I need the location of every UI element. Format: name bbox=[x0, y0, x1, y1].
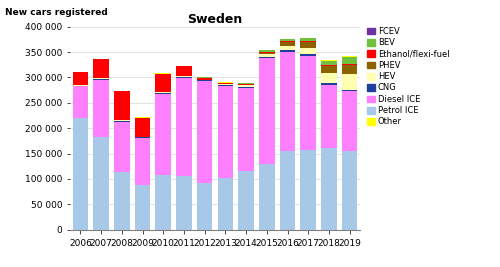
Bar bbox=[300, 38, 316, 41]
Bar bbox=[259, 164, 274, 230]
Bar bbox=[280, 39, 295, 41]
Bar bbox=[300, 151, 316, 230]
Bar bbox=[300, 41, 316, 42]
Bar bbox=[238, 85, 254, 87]
Bar bbox=[72, 85, 88, 86]
Bar bbox=[197, 183, 212, 230]
Bar bbox=[72, 86, 88, 118]
Bar bbox=[238, 171, 254, 230]
Bar bbox=[280, 151, 295, 230]
Bar bbox=[342, 151, 357, 230]
Bar bbox=[280, 52, 295, 151]
Bar bbox=[176, 66, 192, 76]
Bar bbox=[218, 85, 233, 86]
Bar bbox=[280, 41, 295, 42]
Bar bbox=[321, 148, 336, 230]
Bar bbox=[197, 80, 212, 81]
Bar bbox=[342, 74, 357, 90]
Legend: FCEV, BEV, Ethanol/flexi-fuel, PHEV, HEV, CNG, Diesel ICE, Petrol ICE, Other: FCEV, BEV, Ethanol/flexi-fuel, PHEV, HEV… bbox=[367, 27, 450, 127]
Bar bbox=[156, 94, 171, 175]
Bar bbox=[342, 91, 357, 151]
Bar bbox=[156, 175, 171, 230]
Title: Sweden: Sweden bbox=[188, 13, 242, 26]
Bar bbox=[342, 57, 357, 65]
Bar bbox=[280, 50, 295, 52]
Bar bbox=[300, 48, 316, 54]
Bar bbox=[94, 78, 109, 79]
Bar bbox=[176, 76, 192, 77]
Bar bbox=[300, 42, 316, 48]
Bar bbox=[300, 54, 316, 56]
Bar bbox=[94, 80, 109, 137]
Bar bbox=[114, 120, 130, 121]
Bar bbox=[259, 53, 274, 54]
Bar bbox=[259, 57, 274, 58]
Bar bbox=[72, 72, 88, 85]
Bar bbox=[321, 65, 336, 73]
Bar bbox=[197, 78, 212, 80]
Bar bbox=[259, 58, 274, 164]
Bar bbox=[321, 61, 336, 65]
Bar bbox=[342, 90, 357, 91]
Bar bbox=[156, 93, 171, 94]
Bar bbox=[218, 83, 233, 84]
Bar bbox=[238, 84, 254, 85]
Bar bbox=[134, 137, 150, 138]
Bar bbox=[300, 56, 316, 151]
Bar bbox=[114, 91, 130, 120]
Bar bbox=[176, 77, 192, 78]
Bar bbox=[218, 84, 233, 85]
Bar bbox=[280, 42, 295, 46]
Bar bbox=[280, 46, 295, 50]
Bar bbox=[218, 86, 233, 178]
Bar bbox=[176, 78, 192, 176]
Bar bbox=[114, 172, 130, 230]
Bar bbox=[156, 92, 171, 93]
Bar bbox=[321, 83, 336, 85]
Bar bbox=[238, 87, 254, 88]
Bar bbox=[156, 74, 171, 92]
Bar bbox=[114, 121, 130, 172]
Bar bbox=[259, 50, 274, 52]
Bar bbox=[321, 85, 336, 148]
Bar bbox=[238, 83, 254, 84]
Bar bbox=[134, 138, 150, 185]
Bar bbox=[134, 185, 150, 230]
Bar bbox=[94, 137, 109, 230]
Text: New cars registered: New cars registered bbox=[5, 8, 108, 17]
Bar bbox=[72, 118, 88, 230]
Bar bbox=[176, 176, 192, 230]
Bar bbox=[94, 79, 109, 80]
Bar bbox=[134, 117, 150, 137]
Bar bbox=[342, 65, 357, 74]
Bar bbox=[197, 81, 212, 183]
Bar bbox=[259, 54, 274, 57]
Bar bbox=[238, 88, 254, 171]
Bar bbox=[259, 52, 274, 53]
Bar bbox=[321, 73, 336, 83]
Bar bbox=[218, 178, 233, 230]
Bar bbox=[94, 59, 109, 78]
